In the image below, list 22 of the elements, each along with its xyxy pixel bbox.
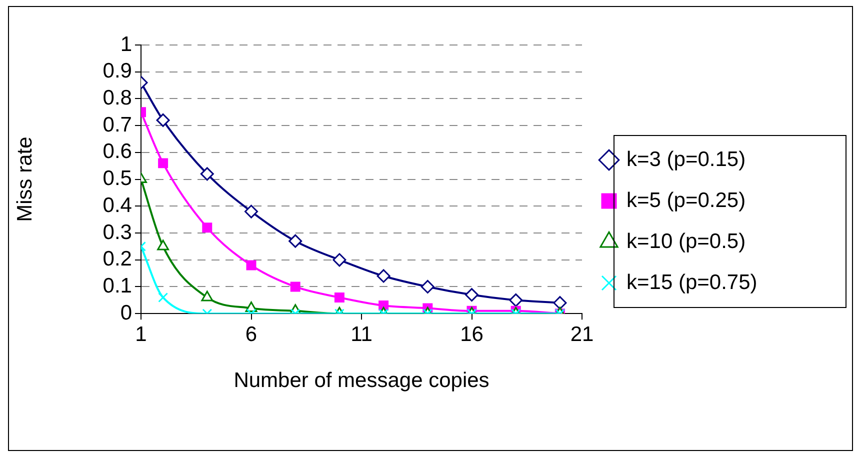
y-tick-label: 0 xyxy=(120,301,132,324)
legend-label: k=10 (p=0.5) xyxy=(626,230,746,253)
x-tick-label: 6 xyxy=(245,322,258,346)
y-tick-label: 0.8 xyxy=(102,86,132,110)
y-tick-label: 0.3 xyxy=(102,220,132,244)
y-tick-label: 0.2 xyxy=(102,248,132,271)
x-tick-label: 1 xyxy=(135,322,147,346)
y-tick-label: 0.5 xyxy=(102,167,132,190)
legend-label: k=3 (p=0.15) xyxy=(626,148,746,171)
x-tick-label: 16 xyxy=(460,322,484,346)
y-tick-label: 0.9 xyxy=(102,60,132,83)
legend-label: k=15 (p=0.75) xyxy=(626,270,758,294)
y-tick-label: 0.6 xyxy=(102,140,132,164)
legend-label: k=5 (p=0.25) xyxy=(626,188,746,212)
y-tick-label: 0.4 xyxy=(102,194,132,217)
x-tick-label: 21 xyxy=(570,322,594,346)
x-axis-title: Number of message copies xyxy=(234,369,490,392)
y-tick-label: 1 xyxy=(120,32,132,56)
x-tick-label: 11 xyxy=(350,322,372,346)
y-axis-title: Miss rate xyxy=(13,136,36,222)
y-tick-label: 0.1 xyxy=(102,274,132,298)
y-tick-label: 0.7 xyxy=(102,113,132,136)
